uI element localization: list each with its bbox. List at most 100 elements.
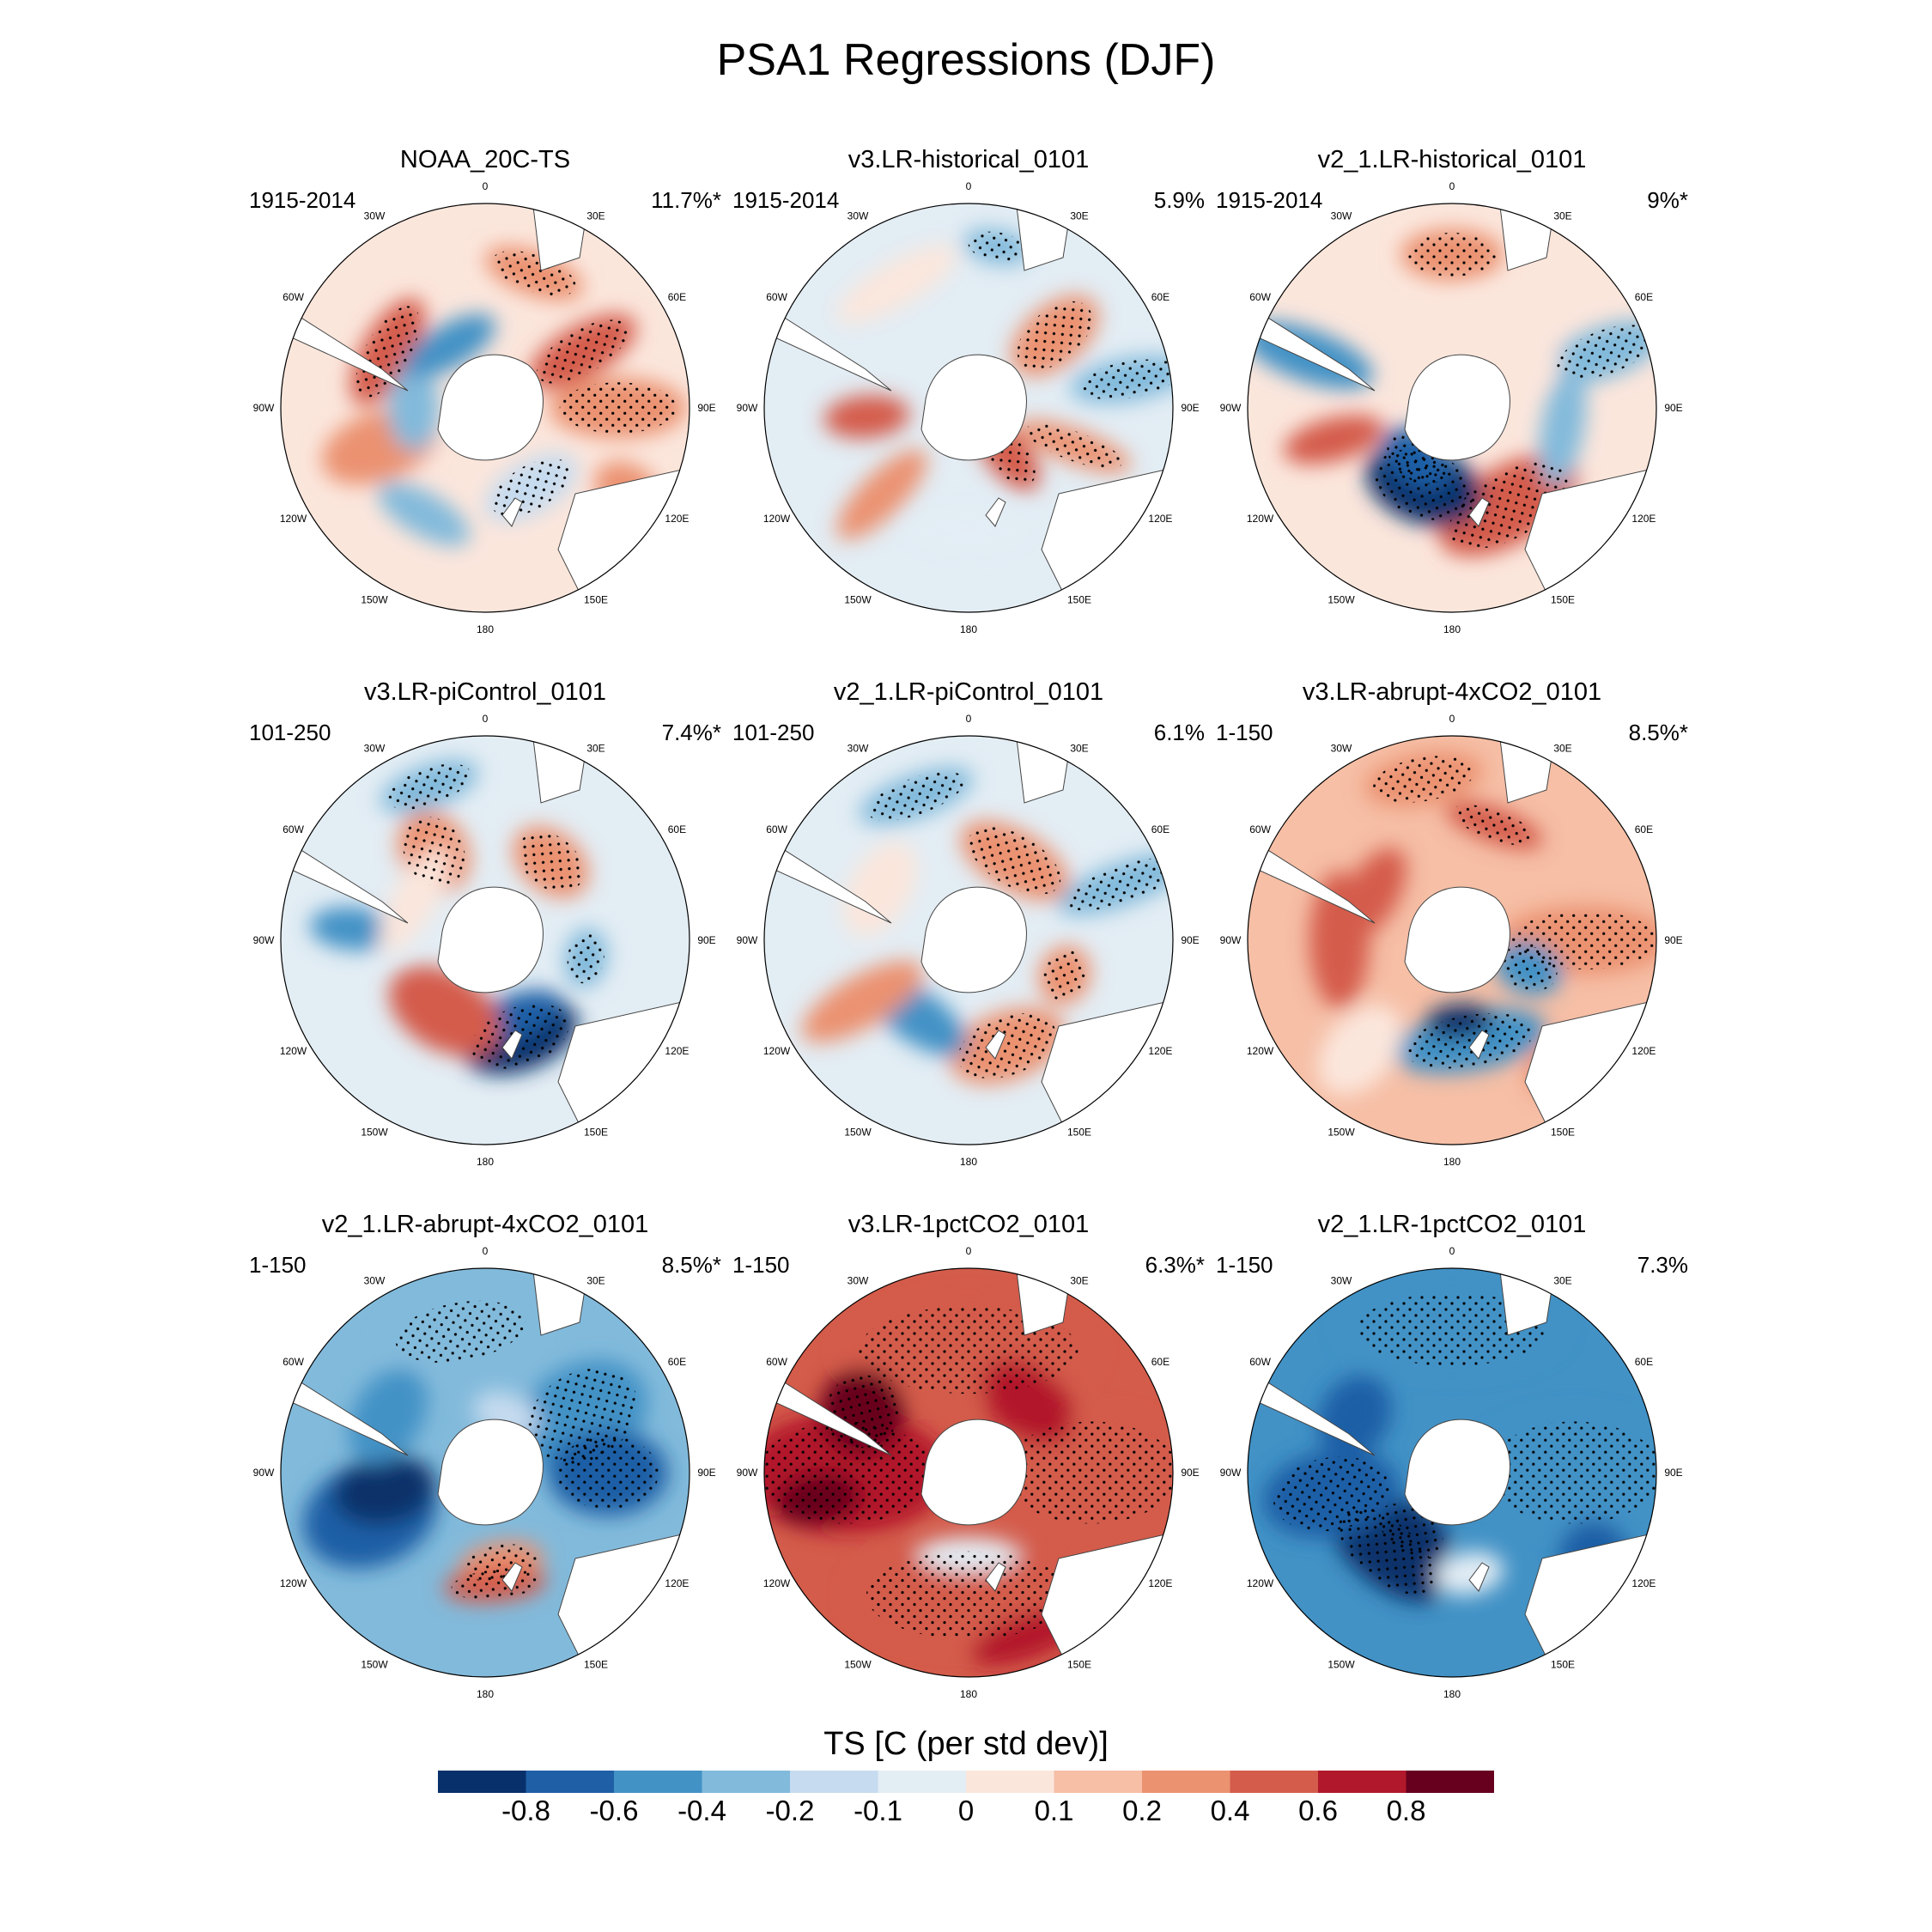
longitude-label: 30W [364,743,386,755]
longitude-label: 0 [1449,180,1455,192]
anomaly-region [1338,848,1406,941]
longitude-label: 90E [1664,402,1682,414]
map-panel: 0 30E 60E 90E 120E 150E 180 150W 120W 90W 60W 30W v3… [176,678,794,1211]
longitude-label: 150E [1067,1658,1091,1670]
colorbar-tick-label: 0 [957,1795,975,1826]
anomaly-region [1436,1551,1504,1595]
longitude-label: 0 [1449,1245,1455,1257]
longitude-label: 90W [1220,1467,1242,1479]
colorbar-swatch [526,1771,615,1793]
anomaly-region [823,395,910,439]
longitude-label: 30W [1331,210,1352,222]
anomaly-region [843,841,917,937]
land-masks [281,736,690,1126]
panel-title: NOAA_20C-TS [399,146,571,173]
longitude-label: 60W [766,823,787,835]
colorbar-swatch [1142,1771,1230,1793]
longitude-label: 0 [966,180,972,192]
longitude-label: 90W [737,402,758,414]
longitude-label: 60E [1635,1356,1653,1368]
panel-title: v2_1.LR-abrupt-4xCO2_0101 [321,1211,649,1238]
significance-stippling [1373,756,1656,1069]
anomaly-region [403,313,495,378]
colorbar [438,1771,1494,1793]
main-title: PSA1 Regressions (DJF) [716,35,1216,85]
panel-period: 1-150 [732,1252,790,1278]
panel-variance: 8.5%* [661,1252,721,1278]
significance-stippling [867,771,1173,1078]
longitude-label: 30W [1331,1275,1352,1287]
longitude-label: 120E [1148,1577,1172,1589]
land-masks [1248,1268,1656,1658]
longitude-label: 30E [1070,743,1088,755]
map-panel: 0 30E 60E 90E 120E 150E 180 150W 120W 90W 60W 30W v2… [1143,146,1761,678]
longitude-label: 60W [766,291,787,303]
panel-title: v3.LR-abrupt-4xCO2_0101 [1302,678,1602,706]
longitude-label: 30E [1553,1275,1571,1287]
longitude-label: 0 [1449,713,1455,725]
map-panel: 0 30E 60E 90E 120E 150E 180 150W 120W 90W 60W 30W v2… [659,678,1278,1211]
longitude-label: 120E [665,513,689,525]
longitude-label: 0 [966,713,972,725]
map-panel: 0 30E 60E 90E 120E 150E 180 150W 120W 90W 60W 30W v2… [1143,1211,1761,1743]
longitude-label: 150W [1327,1126,1355,1138]
longitude-label: 60E [1635,291,1653,303]
colorbar-tick-label: -0.4 [677,1795,726,1826]
longitude-label: 150E [584,1658,608,1670]
longitude-label: 120E [665,1045,689,1057]
longitude-label: 60W [1249,291,1271,303]
longitude-label: 150W [361,593,388,605]
longitude-label: 150E [584,593,608,605]
polar-map: 0 30E 60E 90E 120E 150E 180 150W 120W 90W 60W 30W [253,713,716,1168]
polar-map: 0 30E 60E 90E 120E 150E 180 150W 120W 90W 60W 30W [253,1245,716,1700]
longitude-label: 120E [665,1577,689,1589]
longitude-label: 120W [280,1045,307,1057]
longitude-label: 60W [283,1356,304,1368]
longitude-label: 120E [1631,513,1656,525]
longitude-label: 120W [763,1577,791,1589]
polar-map: 0 30E 60E 90E 120E 150E 180 150W 120W 90W 60W 30W [737,1245,1200,1700]
longitude-label: 60E [668,1356,686,1368]
longitude-label: 90W [737,1467,758,1479]
longitude-label: 180 [960,1156,977,1168]
longitude-label: 150W [844,1658,872,1670]
map-panel: 0 30E 60E 90E 120E 150E 180 150W 120W 90W 60W 30W v2… [176,1211,794,1743]
panel-title: v2_1.LR-piControl_0101 [833,678,1104,706]
longitude-label: 120E [1148,1045,1172,1057]
colorbar-swatch [1054,1771,1143,1793]
map-panel: 0 30E 60E 90E 120E 150E 180 150W 120W 90W 60W 30W v3… [1143,678,1761,1211]
panel-variance: 5.9% [1153,187,1205,213]
longitude-label: 120W [1247,513,1274,525]
longitude-label: 120E [1148,513,1172,525]
land-masks [764,204,1173,593]
longitude-label: 90E [697,1467,715,1479]
longitude-label: 150W [844,593,872,605]
land-masks [281,1268,690,1658]
anomaly-region [1539,368,1587,487]
significance-stippling [395,1300,659,1600]
longitude-label: 90E [1181,1467,1199,1479]
longitude-label: 30E [1070,210,1088,222]
panel-title: v3.LR-piControl_0101 [363,678,607,706]
longitude-label: 90E [1664,1467,1682,1479]
longitude-label: 60E [1635,823,1653,835]
map-panel: 0 30E 60E 90E 120E 150E 180 150W 120W 90W 60W 30W v3… [659,146,1278,678]
longitude-label: 0 [483,180,489,192]
polar-map: 0 30E 60E 90E 120E 150E 180 150W 120W 90W 60W 30W [737,180,1200,635]
longitude-label: 90W [253,402,275,414]
longitude-label: 30E [1553,210,1571,222]
anomaly-region [1317,1004,1403,1096]
significance-stippling [387,763,605,1069]
colorbar-swatch [702,1771,791,1793]
longitude-label: 0 [483,713,489,725]
map-border [280,203,690,613]
longitude-label: 120W [280,1577,307,1589]
longitude-label: 60E [668,291,686,303]
longitude-label: 0 [483,1245,489,1257]
longitude-label: 90E [697,934,715,946]
map-border [763,1267,1174,1678]
longitude-label: 30E [586,1275,605,1287]
colorbar-swatch [438,1771,526,1793]
longitude-label: 180 [1443,1688,1461,1700]
panel-variance: 7.4%* [661,720,721,745]
